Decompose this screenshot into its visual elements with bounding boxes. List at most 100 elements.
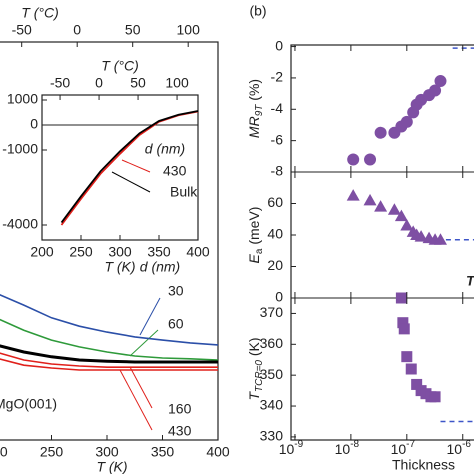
marker — [400, 219, 414, 231]
y-tick-label: 340 — [260, 397, 284, 413]
x-tick-label: 10-6 — [447, 439, 472, 457]
leader-line — [121, 159, 151, 173]
marker — [374, 126, 387, 139]
legend-title: d (nm) — [145, 141, 185, 157]
curve — [0, 293, 219, 346]
marker — [397, 317, 409, 329]
legend-label: Bulk — [170, 184, 198, 200]
curve — [60, 110, 199, 224]
right-frame — [290, 44, 474, 441]
y-axis-label-unit: (%) — [246, 79, 262, 105]
y-axis-label-sub: TCR=0 — [254, 360, 265, 392]
y-tick-label: 0 — [30, 116, 38, 132]
y-axis-label: TTCR=0 (K) — [246, 337, 265, 400]
x-tick-label: 300 — [108, 244, 132, 260]
x-tick-label: 10-7 — [391, 439, 416, 457]
leader-line — [129, 329, 159, 357]
y-tick-label: 40 — [267, 226, 283, 242]
y-tick-label: -2 — [271, 69, 284, 85]
y-axis-label: MR9T (%) — [246, 79, 265, 138]
x-tick-base: 10 — [335, 441, 351, 457]
x2-tick-label: 100 — [177, 22, 201, 38]
marker — [346, 189, 360, 201]
x-tick-label: 250 — [40, 444, 64, 460]
y-tick-label: -1000 — [2, 141, 38, 157]
marker — [414, 230, 428, 242]
x2-tick-label: -50 — [12, 22, 32, 38]
marker — [400, 115, 413, 128]
y-axis-label-main: T — [246, 391, 262, 401]
leader-lines — [111, 159, 161, 431]
y-tick-label: 350 — [260, 366, 284, 382]
y-tick-label: 0 — [275, 37, 283, 53]
marker — [347, 153, 360, 166]
marker — [411, 378, 423, 390]
x2-tick-label: -50 — [50, 75, 70, 91]
x2-tick-label: 50 — [125, 22, 141, 38]
annotation: MgO(001) — [0, 396, 57, 412]
marker — [434, 75, 447, 88]
y-tick-label: -8 — [271, 163, 284, 179]
marker — [387, 203, 401, 215]
y-tick-label: 1000 — [7, 91, 38, 107]
y-tick-label: 20 — [267, 257, 283, 273]
y-tick-label: 60 — [267, 194, 283, 210]
x-tick-exponent: -7 — [406, 439, 415, 450]
marker — [374, 200, 388, 212]
annotation: T — [466, 273, 474, 289]
y-axis-label-unit: (K) — [246, 337, 262, 360]
leader-line — [119, 369, 153, 431]
x2-axis-label: T (°C) — [21, 5, 58, 21]
x-tick-label: 200 — [0, 444, 8, 460]
marker — [363, 193, 377, 206]
x-axis-label: Thickness — [392, 457, 455, 473]
x-tick-label: 400 — [186, 244, 210, 260]
marker — [398, 323, 410, 335]
legend-title: d (nm) — [140, 259, 180, 275]
y-axis-label: Ea (meV) — [246, 207, 265, 264]
y-tick-label: -6 — [271, 131, 284, 147]
y-tick-label: 330 — [260, 428, 284, 444]
x2-axis-label: T (°C) — [101, 58, 138, 74]
legend-label: 160 — [168, 401, 192, 417]
y-tick-label: -4 — [271, 100, 284, 116]
x2-tick-label: 100 — [165, 75, 189, 91]
y-tick-label: 360 — [260, 335, 284, 351]
marker — [394, 209, 408, 222]
marker — [395, 292, 407, 304]
curve — [0, 358, 218, 371]
x2-tick-label: 0 — [95, 75, 103, 91]
x-tick-label: 10-8 — [335, 439, 360, 457]
legend-label: 430 — [168, 423, 192, 439]
x2-tick-label: 50 — [130, 75, 146, 91]
x-tick-label: 10-9 — [279, 439, 304, 457]
marker — [364, 153, 377, 166]
curve — [0, 318, 219, 361]
y-axis-label-sub: a — [254, 248, 265, 254]
x-tick-base: 10 — [447, 441, 463, 457]
y-axis-label-main: MR — [246, 116, 262, 138]
x-tick-label: 400 — [206, 444, 230, 460]
legend-label: 30 — [168, 283, 184, 299]
x-axis-label: T (K) — [96, 459, 127, 474]
panel-label: (b) — [249, 3, 266, 19]
legend-label: 430 — [163, 163, 187, 179]
x-tick-label: 350 — [147, 244, 171, 260]
curve — [0, 352, 218, 368]
x-tick-exponent: -9 — [294, 439, 303, 450]
marker — [429, 391, 441, 403]
x-tick-label: 250 — [69, 244, 93, 260]
x-tick-base: 10 — [279, 441, 295, 457]
marker — [433, 233, 447, 245]
legend-label: 60 — [168, 316, 184, 332]
y-tick-label: 370 — [260, 304, 284, 320]
x-axis-label: T (K) — [104, 259, 135, 275]
y-tick-label: -4000 — [2, 216, 38, 232]
marker — [401, 351, 413, 363]
leader-line — [139, 297, 161, 336]
x-tick-label: 200 — [30, 244, 54, 260]
x2-tick-label: 0 — [73, 22, 81, 38]
marker — [405, 363, 417, 375]
y-axis-label-unit: (meV) — [246, 207, 262, 249]
